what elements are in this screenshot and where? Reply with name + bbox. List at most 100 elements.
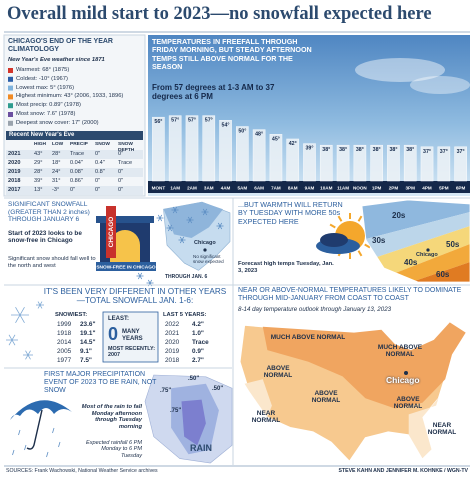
value-label: 38° [339, 147, 347, 153]
x-tick-label: 3AM [204, 186, 214, 191]
region-label: ABOVE NORMAL [393, 396, 423, 411]
table-title: Recent New Year's Eve [9, 132, 75, 138]
record-swatch [8, 68, 13, 73]
record-swatch [8, 85, 13, 91]
list-cell: 9.1" [80, 348, 92, 355]
value-label: 45° [272, 136, 280, 142]
table-cell: Trace [70, 151, 85, 157]
contour-label: .75" [170, 408, 182, 414]
cloud [410, 76, 470, 94]
bar [185, 115, 199, 182]
record-text: Most precip: 0.89" (1978) [16, 102, 81, 109]
table-column-header: SNOW DEPTH [118, 142, 135, 153]
record-swatch [8, 120, 13, 126]
table-cell: 2018 [8, 178, 21, 184]
value-label: 57° [171, 118, 179, 124]
table-column-header: PRECIP [70, 142, 88, 147]
table-cell: 31° [52, 178, 61, 184]
bar [202, 115, 216, 182]
table-cell: 39° [34, 178, 43, 184]
snowflake [179, 236, 185, 244]
snowflake [157, 214, 163, 222]
map-outline [361, 199, 471, 283]
banner-text: SNOW-FREE IN CHICAGO [96, 265, 156, 271]
list-cell: 7.5" [80, 357, 92, 364]
bar [319, 144, 333, 182]
temp-band [362, 212, 470, 262]
table-row-bg [6, 150, 143, 159]
bar [252, 129, 266, 182]
snowflake [15, 307, 25, 323]
arch [110, 230, 140, 264]
x-tick-label: 10AM [320, 186, 332, 191]
x-tick-label: 6PM [456, 186, 466, 191]
chart-subtitle: From 57 degrees at 1-3 AM to 37 degrees … [152, 83, 275, 102]
chart-title: TEMPERATURES IN FREEFALL THROUGH FRIDAY … [152, 37, 312, 71]
banner [96, 262, 156, 271]
value-label: 50° [238, 129, 246, 135]
sign [106, 206, 116, 258]
list-cell: 2020 [165, 339, 180, 346]
raindrop [24, 444, 27, 451]
bar [286, 138, 300, 182]
list-cell: 2019 [165, 348, 180, 355]
list-cell: 2005 [57, 348, 72, 355]
table-cell: 28° [34, 169, 43, 175]
x-tick-label: 5PM [439, 186, 449, 191]
umbrella [10, 400, 72, 420]
section-lead: Start of 2023 looks to be snow-free in C… [8, 230, 82, 245]
least-recent: MOST RECENTLY: 2007 [108, 346, 156, 359]
cloud [355, 58, 445, 82]
table-cell: 0.8" [95, 169, 105, 175]
table-cell: 2021 [8, 151, 21, 157]
list-cell: 1.0" [192, 330, 204, 337]
band-label: 20s [392, 211, 406, 220]
sun-ray [337, 215, 343, 222]
snowflake [202, 208, 208, 216]
list-cell: 4.2" [192, 321, 204, 328]
table-row-bg [6, 186, 143, 195]
least-label: LEAST: [108, 316, 129, 322]
section-title: IT'S BEEN VERY DIFFERENT IN OTHER YEARS—… [43, 287, 227, 306]
sign-text: CHICAGO [108, 217, 115, 248]
table-cell: 0" [118, 187, 124, 193]
snowflake [137, 272, 143, 280]
x-tick-label: 9AM [305, 186, 315, 191]
roof [96, 216, 154, 223]
snowflake [187, 216, 193, 224]
table-row-bg [6, 168, 143, 177]
x-tick-label: MONT [152, 186, 166, 191]
list-cell: 14.5" [80, 339, 96, 346]
bar [152, 116, 165, 182]
band-label: 50s [446, 240, 460, 249]
x-tick-label: 7AM [271, 186, 281, 191]
contour-label: .50" [188, 376, 200, 382]
city-label: Chicago [416, 252, 438, 258]
sun-ray [357, 250, 363, 257]
table-column-header: SNOW [95, 142, 110, 147]
rain-zone [181, 399, 206, 446]
value-label: 42° [289, 141, 297, 147]
list-label: LAST 5 YEARS: [163, 312, 207, 318]
table-cell: 2020 [8, 160, 21, 166]
raindrop [58, 441, 61, 448]
bar [269, 134, 283, 182]
value-label: 38° [356, 147, 364, 153]
region-label: NEAR NORMAL [251, 410, 281, 425]
hat-top [320, 233, 348, 247]
city-label: Chicago [386, 375, 420, 385]
band-label: 30s [372, 236, 386, 245]
sun-ray [357, 215, 363, 222]
map-caption: Forecast high temps Tuesday, Jan. 3, 202… [238, 261, 334, 274]
list-cell: 1999 [57, 321, 72, 328]
x-tick-label: 1AM [170, 186, 180, 191]
map-note: No significant snow expected [193, 254, 224, 265]
table-cell: Trace [118, 160, 133, 166]
footer-credit: STEVE KAHN AND JENNIFER M. KOHNKE / WGN-… [338, 468, 469, 474]
section-title: FIRST MAJOR PRECIPITATION EVENT OF 2023 … [44, 371, 157, 395]
record-swatch [8, 76, 13, 82]
record-text: Deepest snow cover: 17" (2000) [16, 119, 99, 126]
section-title: SIGNIFICANT SNOWFALL (GREATER THAN 2 inc… [8, 201, 90, 224]
